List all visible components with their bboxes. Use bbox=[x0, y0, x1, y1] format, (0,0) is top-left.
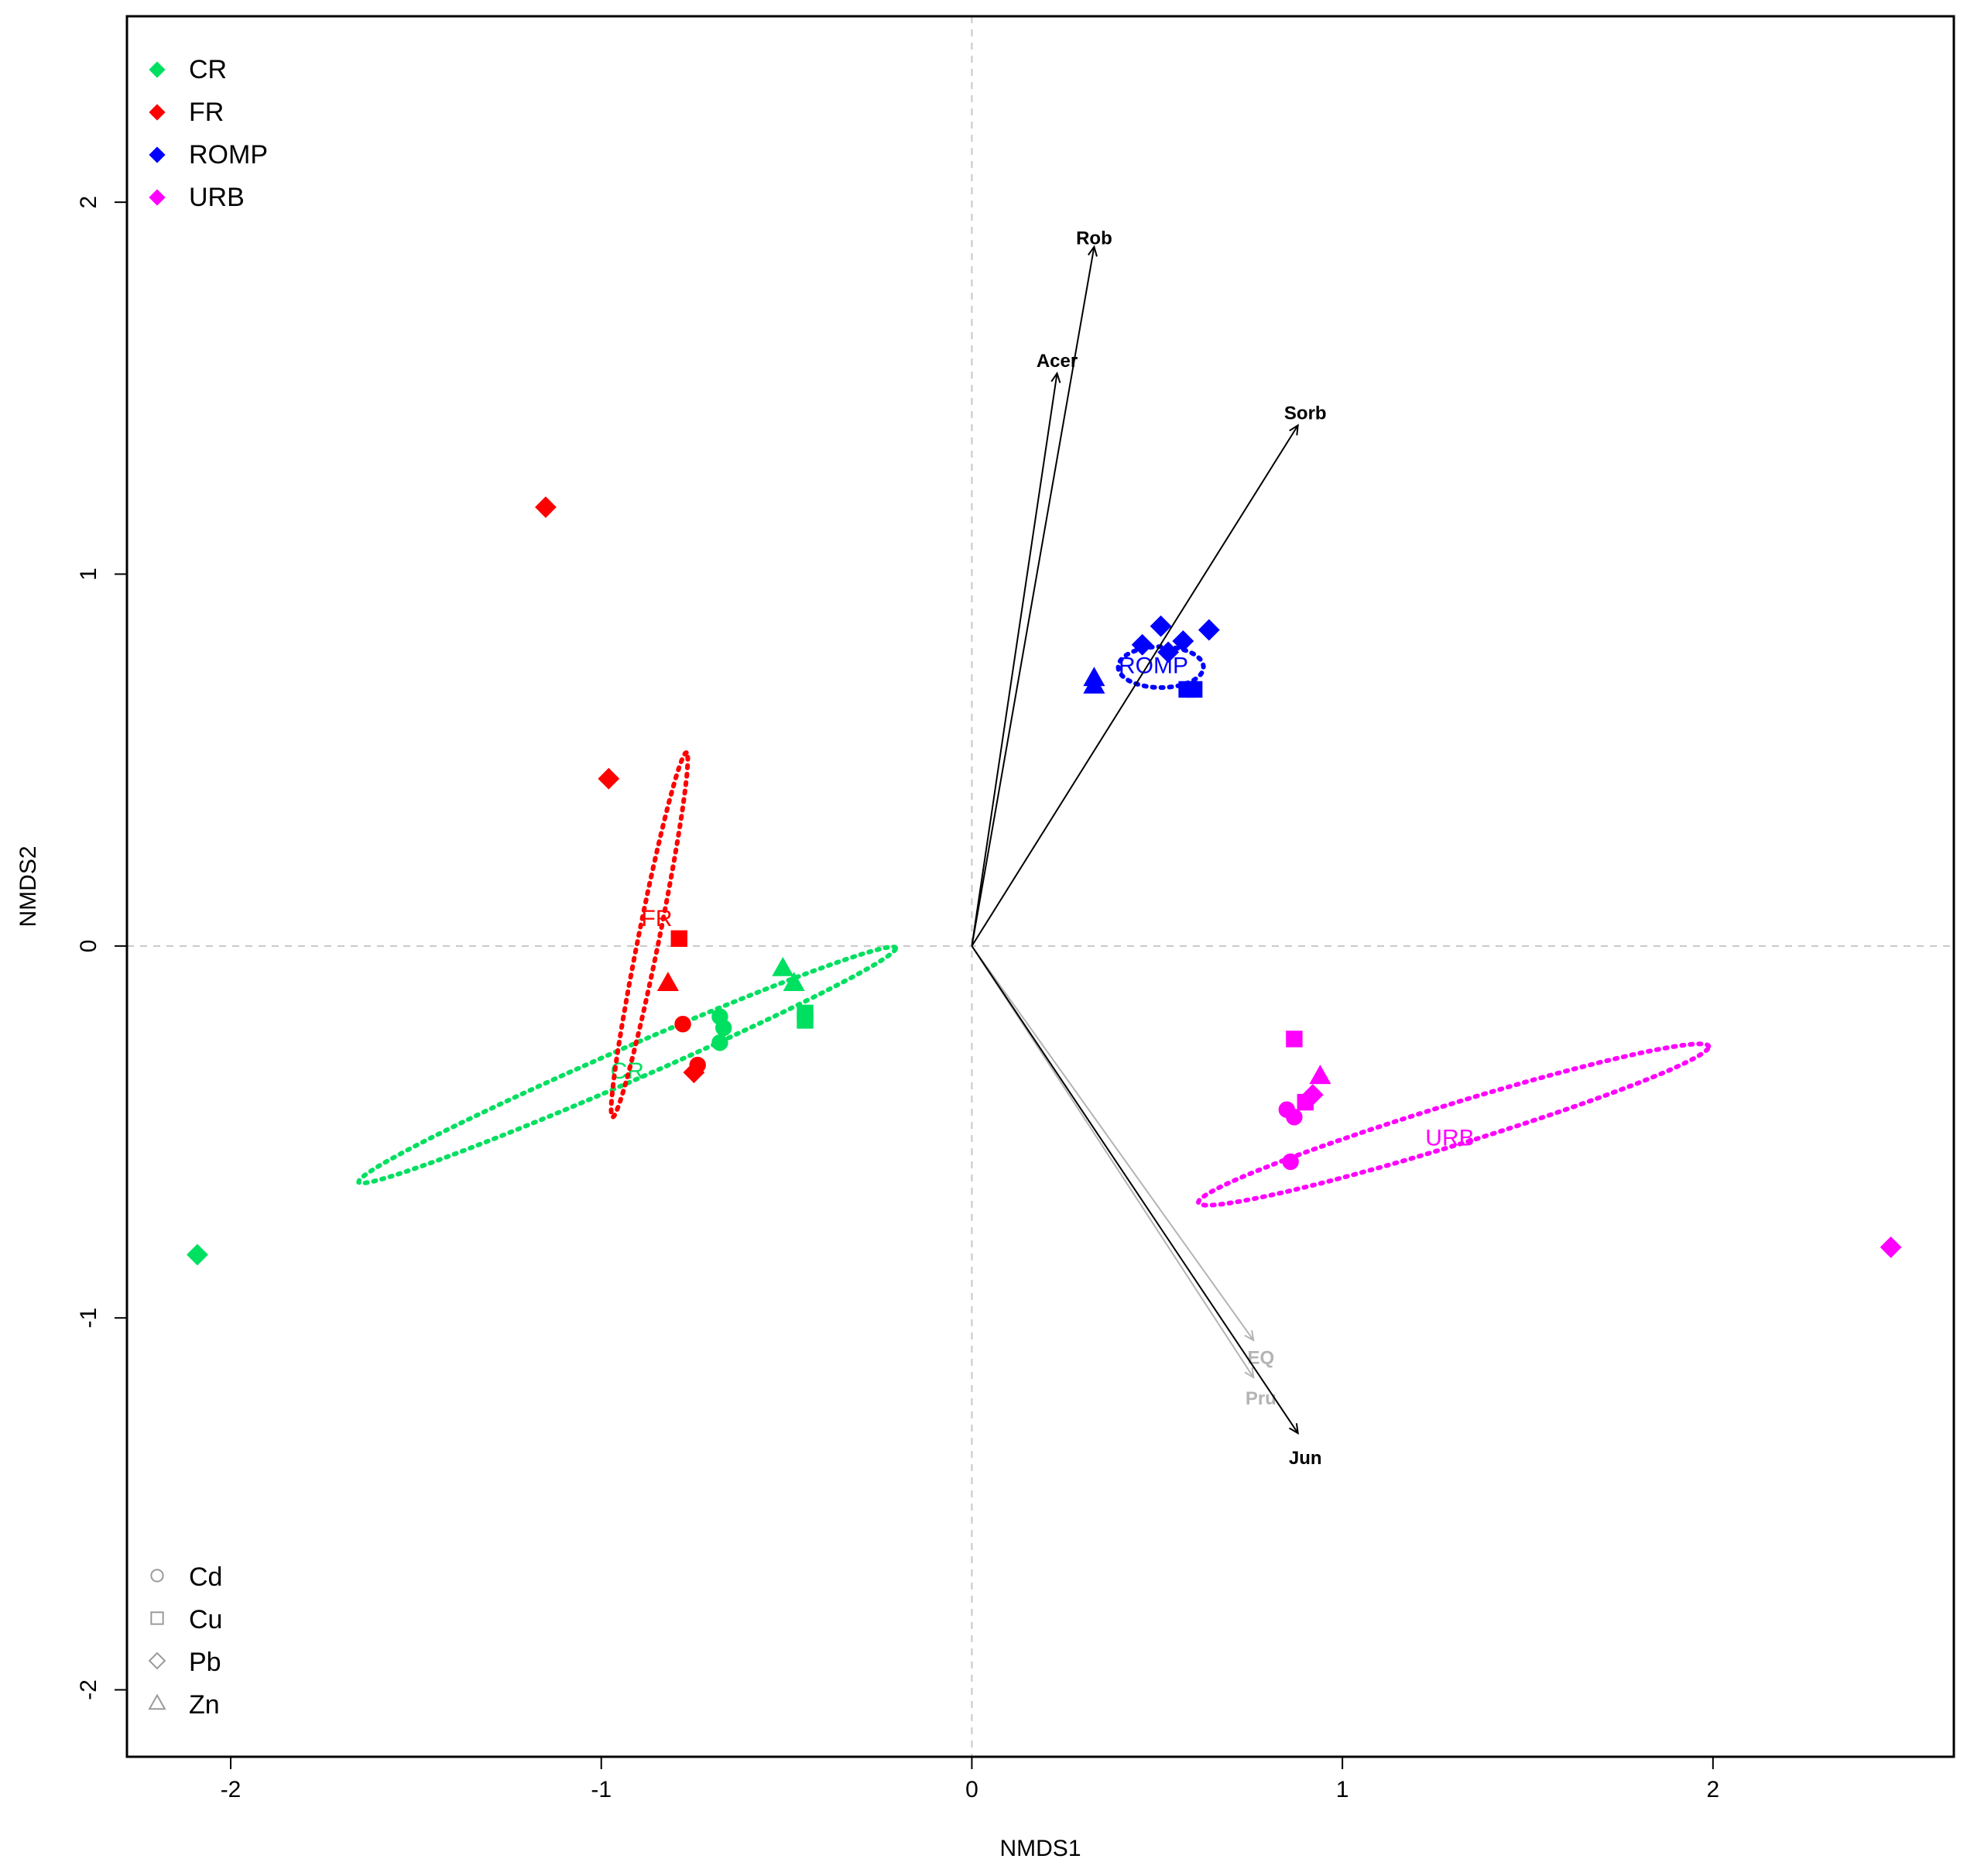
y-tick-label: 1 bbox=[76, 568, 101, 581]
ellipse-label-fr: FR bbox=[642, 906, 673, 931]
point-urb-cd bbox=[1282, 1153, 1299, 1171]
species-vectors: Rob Acer Sorb EQ Pru Jun bbox=[971, 228, 1327, 1469]
vector-sorb bbox=[971, 424, 1299, 947]
legend-key-fr bbox=[149, 104, 166, 121]
legend-label-cd: Cd bbox=[189, 1562, 222, 1592]
vector-arrowhead-pru bbox=[1244, 1367, 1255, 1379]
point-romp-pb bbox=[1198, 619, 1220, 641]
vector-label-acer: Acer bbox=[1037, 351, 1078, 372]
point-fr-zn bbox=[656, 972, 679, 991]
legend-groups: CR FR ROMP URB bbox=[149, 55, 268, 212]
point-romp-cu bbox=[1185, 681, 1203, 698]
y-tick-label: 2 bbox=[76, 196, 101, 209]
point-romp-pb bbox=[1131, 633, 1153, 656]
vector-jun bbox=[971, 945, 1299, 1434]
vector-eq bbox=[971, 945, 1255, 1341]
point-urb-pb bbox=[1880, 1236, 1902, 1258]
legend-label-zn: Zn bbox=[189, 1690, 220, 1720]
point-cr-pb bbox=[187, 1243, 208, 1266]
point-cr-cd bbox=[715, 1019, 732, 1037]
vector-pru bbox=[971, 945, 1255, 1378]
x-tick-label: -2 bbox=[221, 1777, 242, 1802]
point-fr-cu bbox=[670, 930, 687, 947]
vector-arrowhead-sorb bbox=[1289, 424, 1299, 436]
legend-key-urb bbox=[149, 189, 166, 206]
legend-key-cu bbox=[150, 1611, 164, 1625]
legend-key-romp bbox=[149, 146, 166, 163]
legend-label-pb: Pb bbox=[189, 1648, 221, 1677]
legend-label-fr: FR bbox=[189, 98, 224, 127]
vector-arrowhead-acer bbox=[1050, 371, 1061, 383]
point-urb-pb bbox=[1301, 1084, 1324, 1106]
vector-rob bbox=[971, 246, 1095, 947]
legend-metals: Cd Cu Pb Zn bbox=[148, 1562, 222, 1720]
x-axis-title: NMDS1 bbox=[999, 1836, 1081, 1861]
legend-key-zn bbox=[148, 1693, 166, 1710]
ellipse-cr bbox=[356, 945, 899, 1186]
point-cr-cu bbox=[797, 1012, 814, 1029]
axes: -2 -1 0 1 2 -2 -1 0 1 2 bbox=[76, 15, 1955, 1802]
vector-arrowhead-jun bbox=[1288, 1423, 1299, 1435]
point-cr-cd bbox=[711, 1034, 728, 1051]
point-urb-zn bbox=[1309, 1065, 1331, 1085]
point-romp-pb bbox=[1157, 641, 1180, 664]
vector-label-eq: EQ bbox=[1247, 1347, 1274, 1368]
legend-label-cu: Cu bbox=[189, 1605, 222, 1634]
point-cr-zn bbox=[783, 972, 805, 991]
vector-label-pru: Pru bbox=[1246, 1388, 1276, 1409]
point-cr-zn bbox=[772, 956, 794, 976]
point-fr-pb bbox=[683, 1061, 705, 1084]
y-axis-title: NMDS2 bbox=[15, 845, 41, 927]
reference-lines bbox=[127, 16, 1954, 1757]
x-tick-label: 1 bbox=[1336, 1777, 1349, 1802]
legend-label-romp: ROMP bbox=[189, 140, 268, 170]
plot-frame bbox=[125, 15, 1955, 1758]
legend-label-cr: CR bbox=[189, 55, 227, 84]
legend-key-cd bbox=[150, 1569, 164, 1583]
point-fr-pb bbox=[598, 767, 620, 790]
legend-label-urb: URB bbox=[189, 183, 245, 212]
y-tick-label: 0 bbox=[76, 940, 101, 953]
vector-label-rob: Rob bbox=[1076, 228, 1112, 249]
ellipse-urb bbox=[1196, 1041, 1712, 1208]
sample-points bbox=[187, 496, 1902, 1266]
x-tick-label: 0 bbox=[965, 1777, 978, 1802]
y-tick-label: -2 bbox=[76, 1679, 101, 1700]
point-romp-pb bbox=[1172, 630, 1194, 652]
legend-key-cr bbox=[149, 61, 166, 78]
ellipse-label-urb: URB bbox=[1425, 1126, 1474, 1151]
legend-key-pb bbox=[148, 1651, 166, 1670]
y-tick-label: -1 bbox=[76, 1308, 101, 1329]
ellipse-fr bbox=[608, 749, 691, 1120]
point-romp-zn bbox=[1083, 674, 1105, 694]
point-fr-cd bbox=[674, 1016, 691, 1033]
vector-label-jun: Jun bbox=[1289, 1448, 1322, 1469]
point-urb-cu bbox=[1286, 1031, 1303, 1048]
vector-label-sorb: Sorb bbox=[1284, 403, 1327, 424]
point-fr-pb bbox=[535, 496, 557, 518]
vector-arrowhead-eq bbox=[1244, 1330, 1255, 1342]
x-tick-label: 2 bbox=[1707, 1777, 1720, 1802]
point-urb-cd bbox=[1286, 1109, 1303, 1126]
vector-arrowhead-rob bbox=[1088, 245, 1098, 257]
vector-acer bbox=[971, 372, 1058, 947]
x-tick-label: -1 bbox=[591, 1777, 612, 1802]
point-romp-pb bbox=[1150, 615, 1172, 637]
